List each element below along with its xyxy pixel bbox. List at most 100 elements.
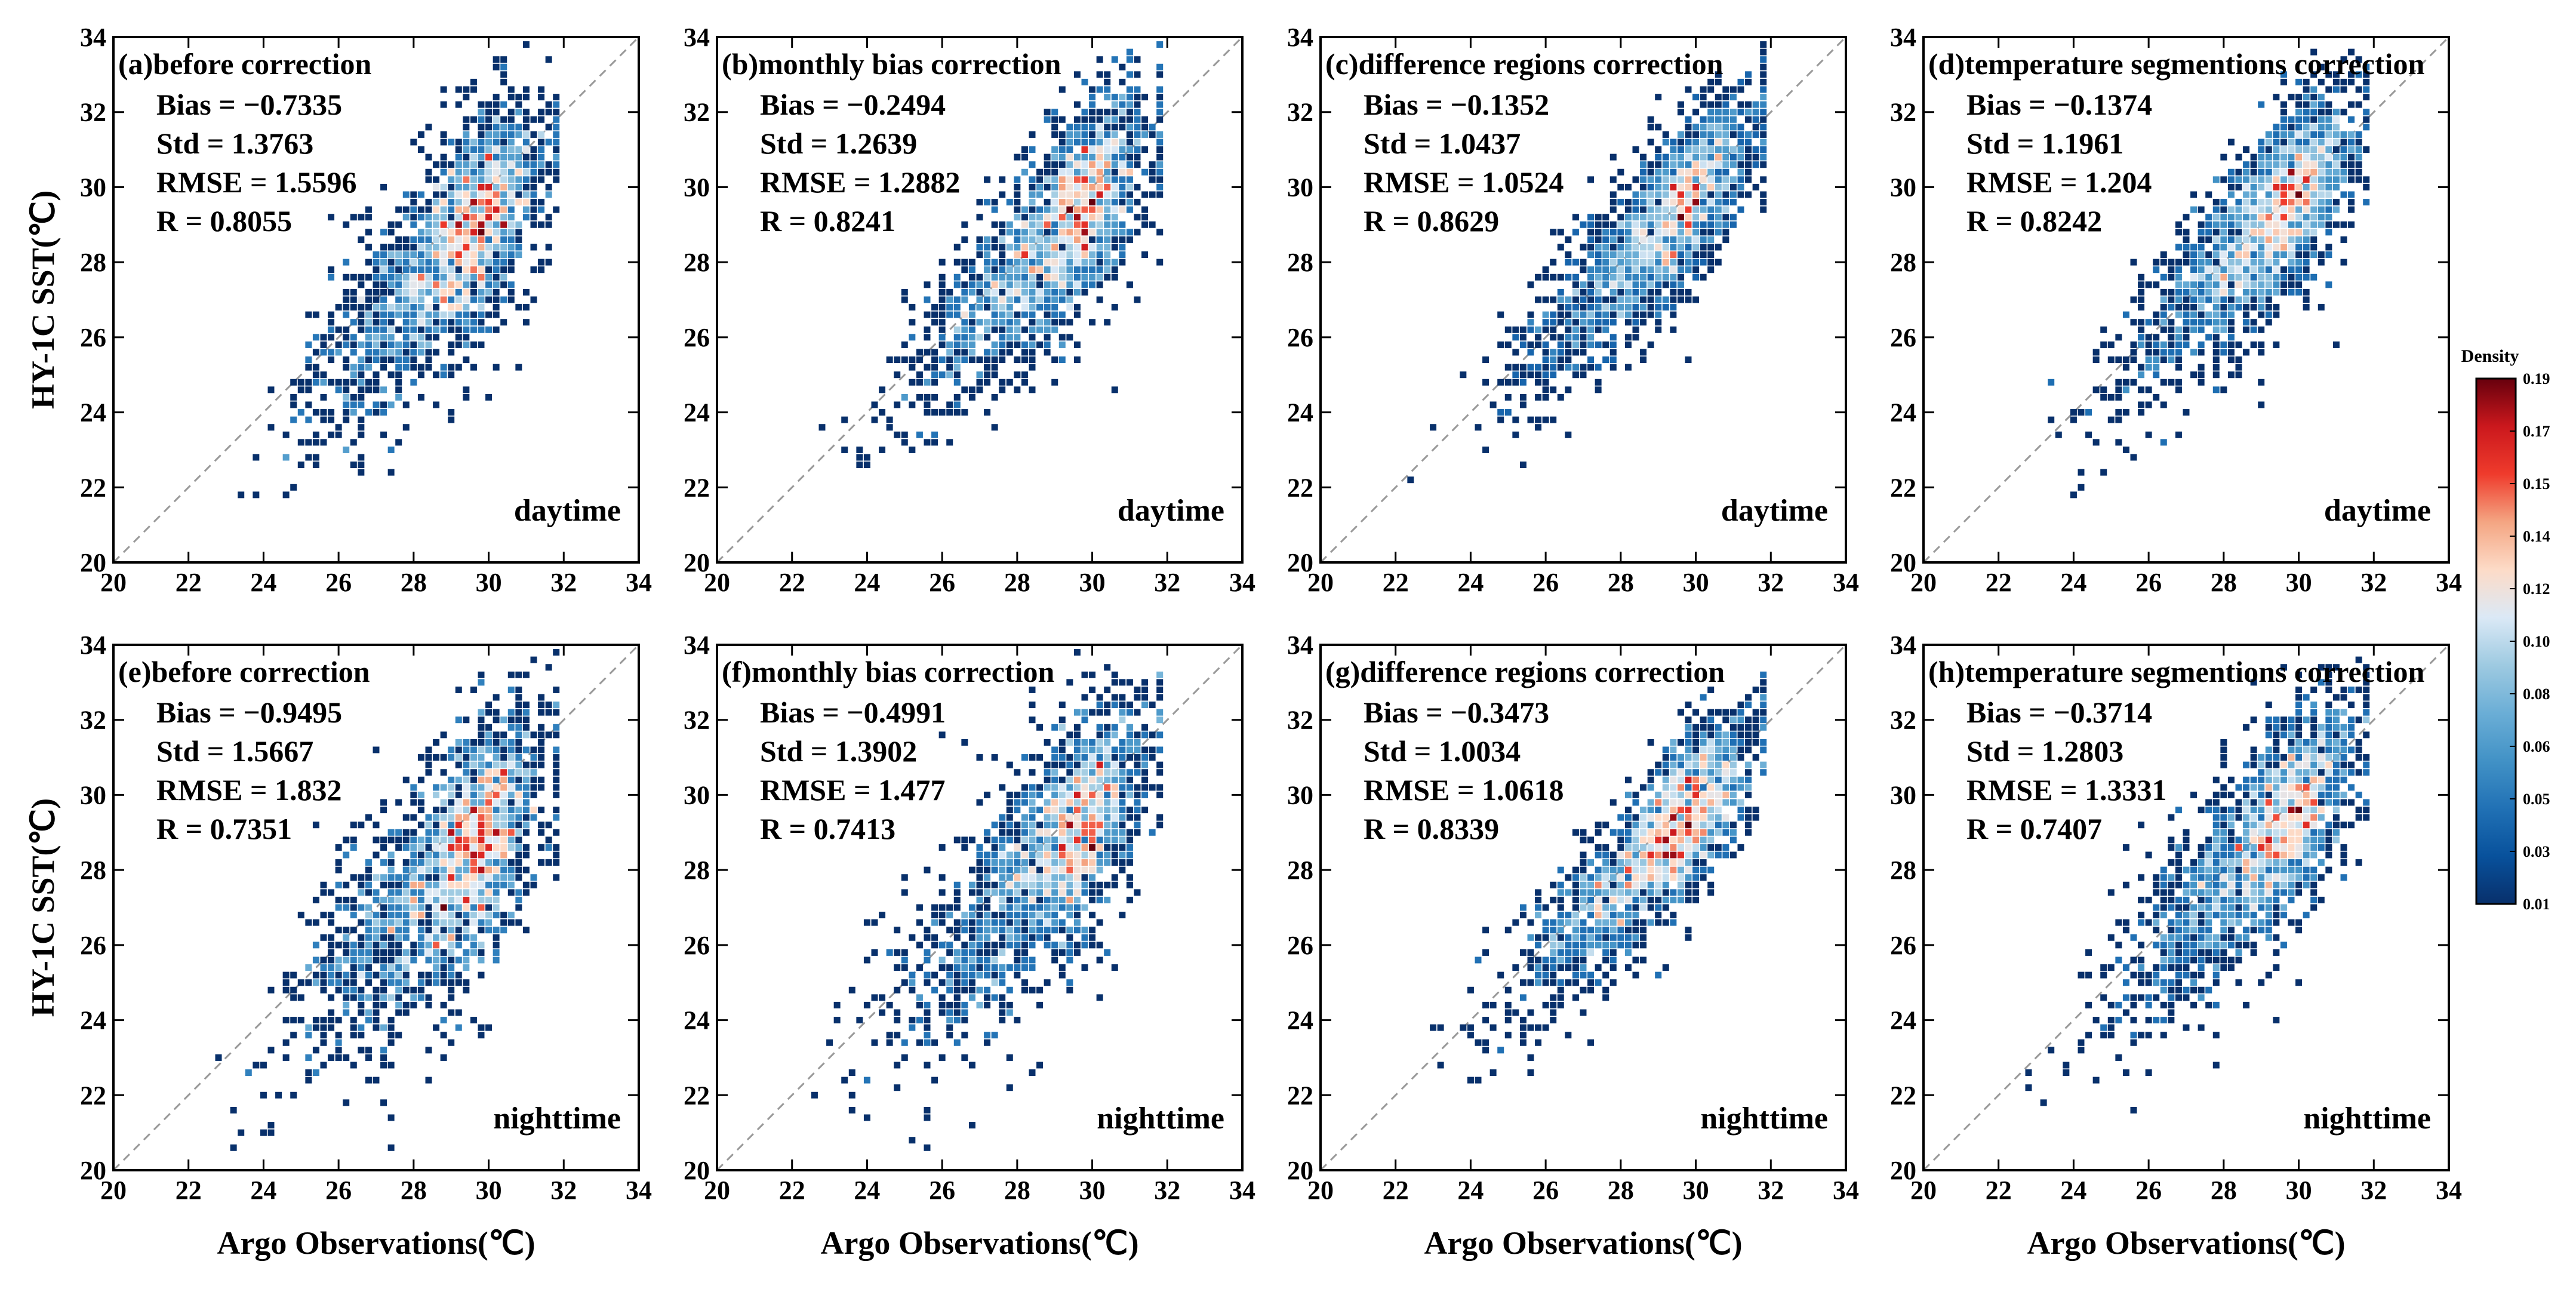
- scatter-point: [312, 956, 319, 964]
- scatter-point: [1111, 731, 1118, 739]
- scatter-point: [1051, 919, 1058, 926]
- scatter-point: [522, 168, 530, 176]
- scatter-point: [1149, 746, 1156, 753]
- scatter-point: [1595, 979, 1602, 986]
- scatter-point: [358, 431, 365, 438]
- scatter-point: [1089, 221, 1096, 228]
- scatter-point: [968, 971, 975, 979]
- scatter-point: [1677, 214, 1684, 221]
- scatter-point: [545, 183, 552, 190]
- scatter-point: [938, 288, 946, 296]
- scatter-point: [2235, 206, 2242, 213]
- scatter-point: [1089, 844, 1096, 851]
- scatter-point: [2160, 319, 2167, 326]
- scatter-point: [1066, 146, 1073, 153]
- scatter-point: [1602, 296, 1609, 303]
- scatter-point: [1482, 1047, 1489, 1054]
- scatter-point: [1156, 822, 1164, 829]
- scatter-point: [1760, 191, 1767, 198]
- scatter-point: [1044, 851, 1051, 859]
- scatter-point: [1737, 206, 1744, 213]
- scatter-point: [1058, 288, 1066, 296]
- scatter-point: [545, 221, 552, 228]
- scatter-point: [312, 979, 319, 986]
- scatter-point: [1104, 686, 1111, 693]
- scatter-point: [2348, 116, 2355, 123]
- scatter-point: [1021, 251, 1028, 259]
- scatter-point: [2288, 183, 2295, 190]
- scatter-point: [433, 183, 440, 190]
- scatter-point: [515, 709, 522, 716]
- scatter-point: [2265, 168, 2272, 176]
- scatter-point: [410, 191, 417, 198]
- scatter-point: [961, 288, 968, 296]
- scatter-point: [2220, 229, 2227, 236]
- scatter-point: [2325, 124, 2332, 131]
- scatter-point: [1096, 724, 1103, 731]
- scatter-point: [387, 469, 395, 476]
- scatter-point: [1647, 288, 1654, 296]
- scatter-point: [538, 146, 545, 153]
- scatter-point: [1021, 829, 1028, 836]
- scatter-point: [463, 949, 470, 956]
- scatter-point: [343, 304, 350, 311]
- scatter-point: [1126, 236, 1133, 243]
- scatter-point: [1752, 716, 1759, 724]
- scatter-point: [493, 851, 500, 859]
- scatter-point: [328, 311, 335, 318]
- scatter-point: [909, 304, 916, 311]
- scatter-point: [1021, 266, 1028, 273]
- scatter-point: [924, 979, 931, 986]
- scatter-point: [2332, 221, 2340, 228]
- scatter-point: [1617, 199, 1624, 206]
- scatter-point: [478, 1032, 485, 1039]
- y-tick-label: 30: [80, 780, 106, 810]
- scatter-point: [1752, 754, 1759, 761]
- scatter-point: [2355, 56, 2362, 63]
- scatter-point: [365, 1076, 372, 1084]
- scatter-point: [530, 206, 537, 213]
- scatter-point: [1134, 116, 1141, 123]
- scatter-point: [410, 956, 417, 964]
- scatter-point: [1029, 229, 1036, 236]
- scatter-point: [350, 994, 357, 1001]
- scatter-point: [1029, 956, 1036, 964]
- scatter-point: [1021, 874, 1028, 881]
- scatter-point: [2258, 206, 2265, 213]
- scatter-point: [2198, 379, 2205, 386]
- scatter-point: [1624, 281, 1632, 288]
- scatter-point: [493, 934, 500, 941]
- scatter-point: [1104, 251, 1111, 259]
- scatter-point: [380, 326, 387, 333]
- scatter-point: [2160, 349, 2167, 356]
- scatter-point: [2288, 229, 2295, 236]
- scatter-point: [1550, 334, 1557, 341]
- scatter-point: [538, 829, 545, 836]
- scatter-point: [1066, 829, 1073, 836]
- stat-label: Std = 1.3902: [760, 734, 917, 768]
- scatter-point: [931, 971, 938, 979]
- scatter-point: [440, 979, 447, 986]
- scatter-point: [1081, 761, 1088, 768]
- scatter-point: [1602, 319, 1609, 326]
- scatter-point: [402, 349, 410, 356]
- scatter-point: [2243, 168, 2250, 176]
- scatter-point: [1504, 1009, 1512, 1016]
- scatter-point: [1029, 259, 1036, 266]
- scatter-point: [440, 236, 447, 243]
- scatter-point: [2303, 273, 2310, 281]
- scatter-point: [410, 334, 417, 341]
- scatter-point: [395, 206, 402, 213]
- scatter-point: [1535, 334, 1542, 341]
- scatter-point: [343, 326, 350, 333]
- scatter-point: [1640, 942, 1647, 949]
- scatter-point: [493, 244, 500, 251]
- scatter-point: [493, 896, 500, 903]
- scatter-point: [2212, 229, 2220, 236]
- scatter-point: [1609, 236, 1617, 243]
- scatter-point: [1609, 829, 1617, 836]
- scatter-point: [1073, 769, 1081, 776]
- scatter-point: [2070, 491, 2077, 499]
- scatter-point: [1617, 221, 1624, 228]
- scatter-point: [1497, 416, 1504, 423]
